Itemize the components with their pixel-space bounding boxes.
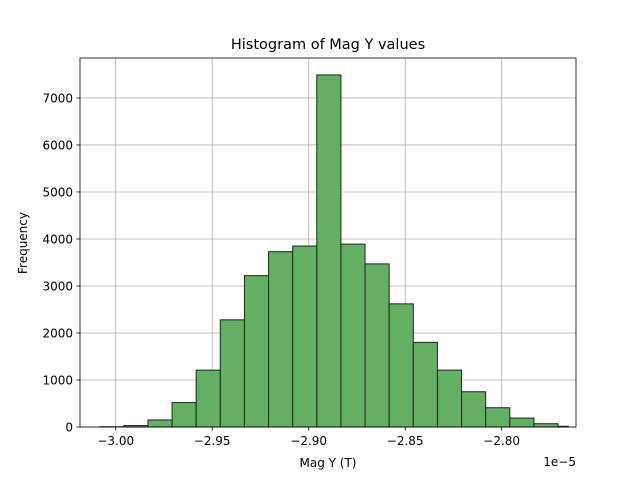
histogram-bars: [99, 74, 569, 428]
y-tick-label-0: 0: [65, 421, 73, 435]
y-tick-label-6: 6000: [42, 138, 73, 152]
histogram-bar: [340, 243, 366, 428]
x-tick-label-2: −2.90: [290, 434, 327, 448]
histogram-bar: [147, 419, 173, 428]
chart-title: Histogram of Mag Y values: [231, 37, 425, 53]
x-tick-label-1: −2.95: [194, 434, 231, 448]
y-tick-label-4: 4000: [42, 232, 73, 246]
y-axis-ticks: 0 1000 2000 3000 4000 5000 6000 7000: [42, 91, 80, 435]
histogram-bar: [364, 263, 390, 428]
histogram-bar: [292, 245, 318, 428]
y-tick-label-7: 7000: [42, 91, 73, 105]
histogram-bar: [533, 423, 559, 428]
x-tick-label-3: −2.85: [387, 434, 424, 448]
histogram-bar: [509, 417, 535, 428]
histogram-bar: [388, 303, 414, 428]
histogram-bar: [195, 369, 221, 428]
y-tick-label-5: 5000: [42, 185, 73, 199]
plot-frame: [79, 57, 577, 428]
x-tick-label-0: −3.00: [97, 434, 134, 448]
histogram-bar: [485, 407, 511, 428]
histogram-bar: [461, 391, 487, 428]
y-tick-label-1: 1000: [42, 373, 73, 387]
x-axis-ticks: −3.00 −2.95 −2.90 −2.85 −2.80: [97, 427, 520, 448]
histogram-bar: [412, 341, 438, 428]
histogram-bar: [268, 251, 294, 428]
histogram-bar: [316, 74, 342, 428]
x-axis-label: Mag Y (T): [300, 456, 357, 470]
histogram-bar: [243, 275, 270, 428]
x-tick-label-4: −2.80: [483, 434, 520, 448]
y-axis-label: Frequency: [16, 212, 30, 274]
y-tick-label-3: 3000: [42, 279, 73, 293]
histogram-bar: [219, 319, 245, 428]
x-axis-offset-text: 1e−5: [543, 455, 576, 469]
histogram-bar: [436, 369, 463, 428]
histogram-bar: [171, 402, 197, 428]
y-tick-label-2: 2000: [42, 326, 73, 340]
